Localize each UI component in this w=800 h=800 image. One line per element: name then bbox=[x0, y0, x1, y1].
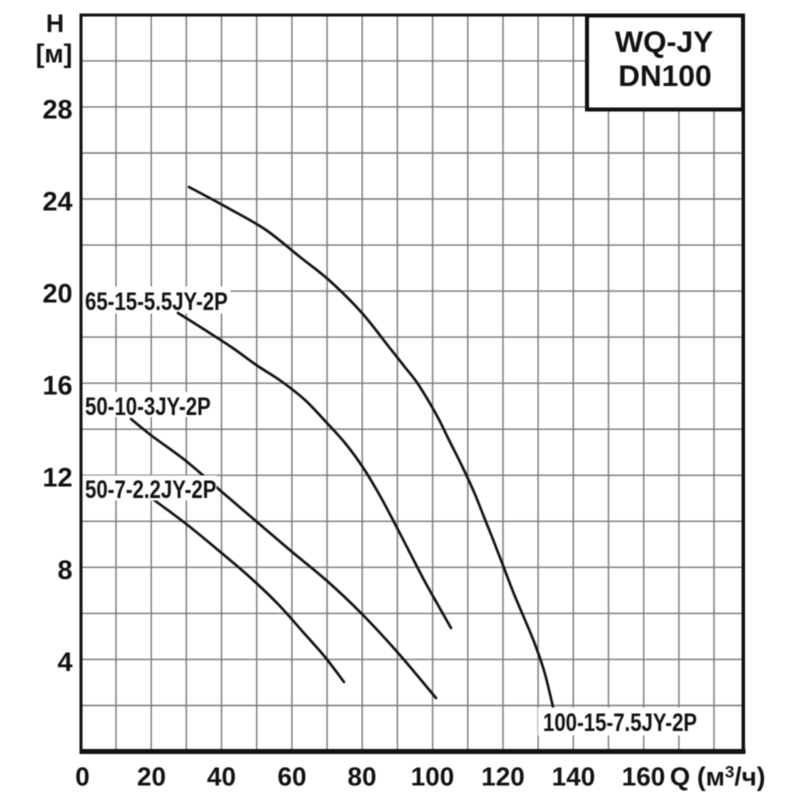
svg-text:100-15-7.5JY-2P: 100-15-7.5JY-2P bbox=[543, 708, 697, 737]
svg-text:0: 0 bbox=[75, 762, 89, 792]
svg-text:50-7-2.2JY-2P: 50-7-2.2JY-2P bbox=[85, 475, 216, 504]
svg-text:20: 20 bbox=[42, 279, 72, 309]
svg-text:80: 80 bbox=[348, 762, 377, 792]
svg-text:[м]: [м] bbox=[36, 39, 73, 69]
svg-text:16: 16 bbox=[42, 371, 72, 401]
svg-text:DN100: DN100 bbox=[618, 60, 711, 93]
svg-text:28: 28 bbox=[42, 94, 72, 124]
svg-text:160: 160 bbox=[622, 762, 665, 792]
svg-text:140: 140 bbox=[552, 762, 595, 792]
svg-text:24: 24 bbox=[42, 186, 72, 216]
svg-text:65-15-5.5JY-2P: 65-15-5.5JY-2P bbox=[85, 287, 228, 316]
svg-text:60: 60 bbox=[278, 762, 307, 792]
svg-text:WQ-JY: WQ-JY bbox=[615, 26, 713, 59]
svg-text:12: 12 bbox=[42, 463, 72, 493]
svg-text:4: 4 bbox=[57, 647, 72, 677]
svg-text:20: 20 bbox=[137, 762, 166, 792]
svg-text:40: 40 bbox=[207, 762, 236, 792]
svg-text:Q: Q bbox=[670, 762, 690, 792]
svg-text:50-10-3JY-2P: 50-10-3JY-2P bbox=[85, 392, 211, 421]
svg-text:100: 100 bbox=[411, 762, 454, 792]
svg-text:120: 120 bbox=[481, 762, 524, 792]
svg-text:8: 8 bbox=[57, 555, 72, 585]
svg-text:H: H bbox=[46, 10, 64, 38]
